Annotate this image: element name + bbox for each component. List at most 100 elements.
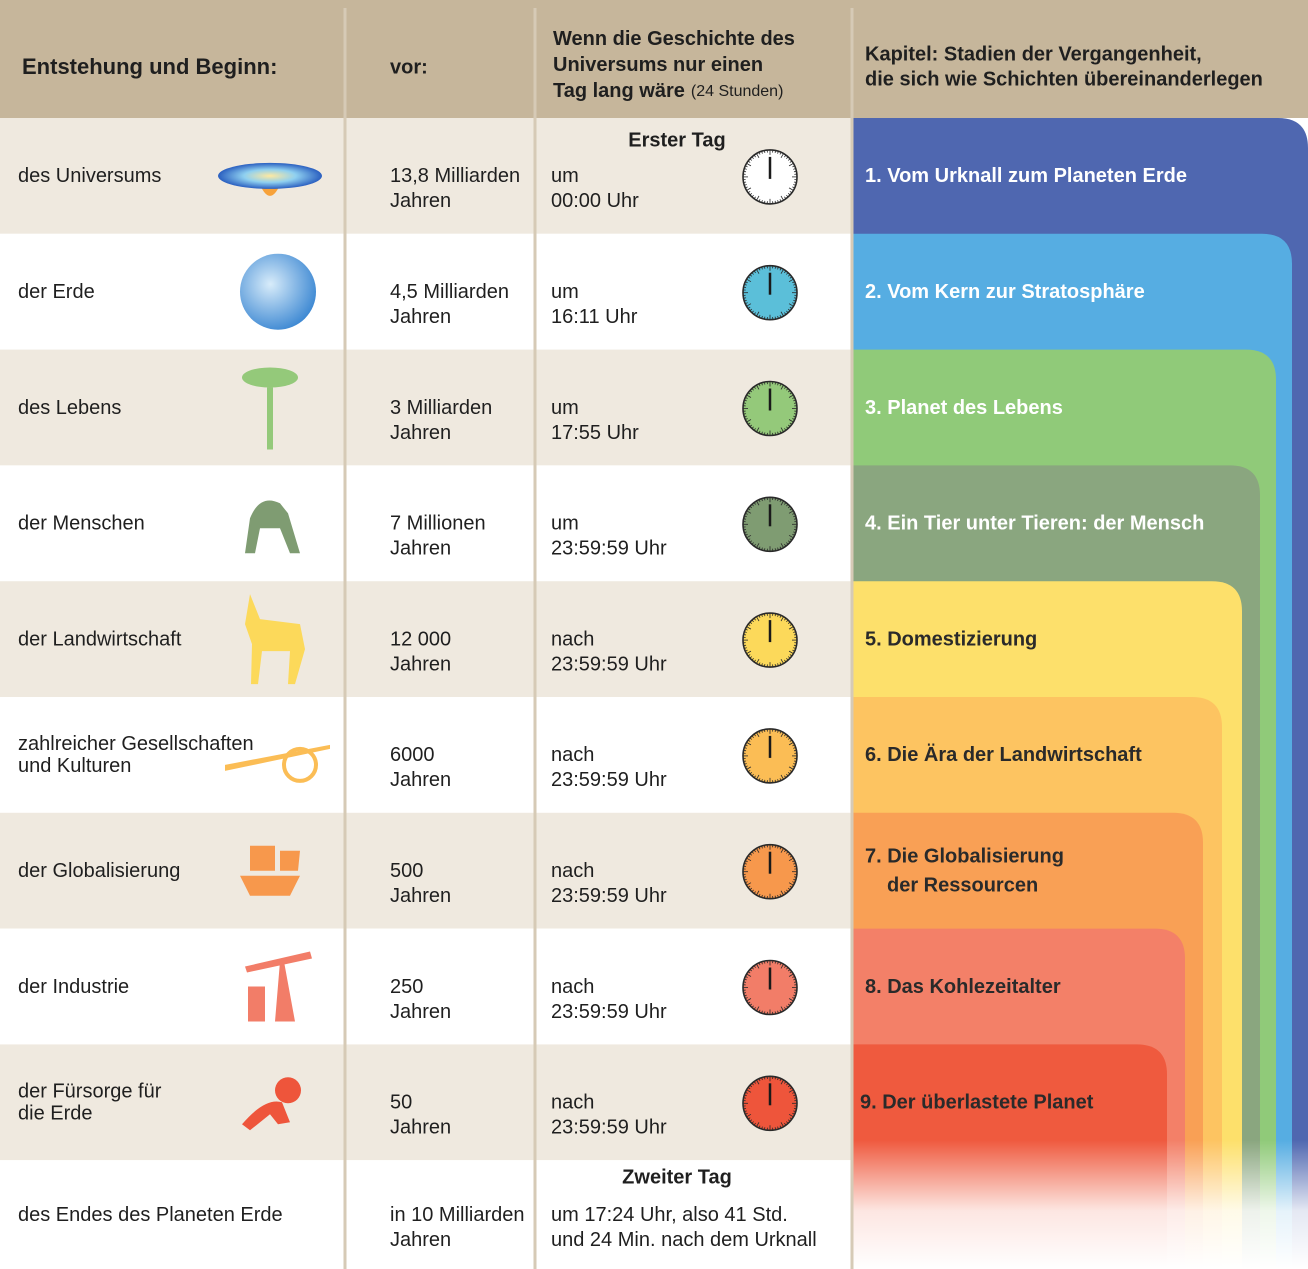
clock-tick — [793, 647, 796, 649]
clock-tick — [788, 882, 794, 886]
cell-origin: die Erde — [18, 1103, 93, 1125]
clock-tick — [745, 418, 748, 420]
clock-tick — [753, 270, 756, 274]
clock-tick — [788, 857, 794, 862]
clock-tick — [751, 735, 754, 738]
clock-tick — [787, 887, 791, 891]
clock-tick — [751, 156, 754, 159]
clock-tick — [756, 1122, 760, 1127]
clock-tick — [763, 432, 766, 435]
clock-tick — [756, 890, 760, 896]
clock-tick — [763, 961, 766, 964]
clock-tick — [758, 430, 761, 434]
clock-tick — [779, 731, 782, 734]
clock-tick — [744, 283, 747, 286]
clock-tick — [743, 1108, 747, 1110]
clock-tick — [784, 270, 787, 274]
clock-tick — [749, 540, 753, 543]
clock-tick — [793, 862, 796, 865]
clock-tick — [753, 733, 756, 737]
clock-tick — [745, 1112, 748, 1115]
clock-tick — [751, 851, 754, 854]
clock-tick — [789, 971, 793, 974]
clock-tick — [786, 542, 789, 545]
clock-tick — [761, 614, 763, 617]
clock-tick — [777, 1077, 779, 1081]
clock-tick — [747, 1087, 751, 1090]
clock-tick — [793, 749, 797, 752]
cell-when: 23:59:59 Uhr — [551, 653, 667, 675]
icon-shape — [245, 594, 305, 685]
clock-tick — [746, 187, 752, 191]
clock-tick — [749, 853, 753, 856]
clock-tick — [758, 1078, 761, 1082]
clock-tick — [774, 1011, 777, 1014]
clock-tick — [758, 267, 761, 271]
clock-tick — [792, 649, 795, 652]
clock-tick — [758, 846, 761, 850]
clock-tick — [746, 163, 752, 167]
clock-tick — [763, 729, 766, 733]
clock-tick — [780, 311, 784, 317]
icon-shape — [275, 1077, 301, 1104]
clock-tick — [743, 170, 747, 173]
clock-tick — [747, 422, 751, 425]
clock-tick — [743, 181, 747, 183]
clock-tick — [746, 973, 752, 977]
clock-tick — [744, 415, 747, 418]
clock-tick — [793, 1110, 796, 1113]
clock-tick — [761, 894, 763, 898]
cell-when: um — [551, 513, 579, 535]
clock-tick — [779, 1009, 782, 1013]
clock-tick — [761, 498, 763, 502]
clock-tick — [793, 994, 796, 997]
header-day-line: Universums nur einen — [553, 54, 763, 76]
row-icon — [245, 594, 305, 685]
clock-tick — [751, 773, 754, 777]
icon-shape — [240, 845, 300, 896]
clock-tick — [758, 499, 761, 503]
icon-shape — [240, 253, 316, 330]
clock-tick — [780, 732, 784, 738]
clock-tick — [753, 1007, 756, 1010]
clock-tick — [780, 1006, 784, 1012]
cell-origin: der Erde — [18, 281, 95, 303]
clock-tick — [777, 1126, 779, 1130]
clock-tick — [788, 650, 794, 654]
clock-tick — [749, 192, 753, 196]
cell-ago: 3 Milliarden — [390, 397, 492, 419]
cell-when: um 17:24 Uhr, also 41 Std. — [551, 1204, 788, 1226]
clock-tick — [789, 885, 793, 888]
clock-tick — [744, 399, 747, 402]
cell-when: und 24 Min. nach dem Urknall — [551, 1229, 817, 1251]
clock-tick — [793, 297, 797, 299]
cell-origin: des Universums — [18, 165, 161, 187]
clock-tick — [788, 419, 794, 423]
clock-tick — [786, 773, 789, 777]
clock-tick — [792, 533, 795, 536]
clock-tick — [793, 763, 796, 765]
cell-when: um — [551, 165, 579, 187]
clock-tick — [744, 299, 747, 302]
clock-tick — [792, 997, 795, 999]
clock-tick — [774, 845, 777, 848]
clock-tick — [751, 426, 754, 429]
header-origin: Entstehung und Beginn: — [22, 54, 277, 79]
clock-tick — [743, 286, 747, 288]
clock-tick — [751, 272, 754, 275]
clock-tick — [793, 170, 797, 173]
clock-tick — [787, 192, 791, 196]
clock-tick — [747, 654, 751, 657]
clock-tick — [745, 165, 748, 168]
clock-tick — [792, 165, 795, 168]
clock-tick — [747, 855, 751, 858]
clock-tick — [789, 538, 793, 541]
cell-when: nach — [551, 628, 594, 650]
header-day-note: (24 Stunden) — [691, 83, 784, 100]
clock-tick — [784, 154, 787, 158]
clock-tick — [761, 1077, 763, 1081]
clock-tick — [774, 895, 777, 899]
cell-ago: Jahren — [390, 769, 451, 791]
clock-tick — [758, 546, 761, 550]
